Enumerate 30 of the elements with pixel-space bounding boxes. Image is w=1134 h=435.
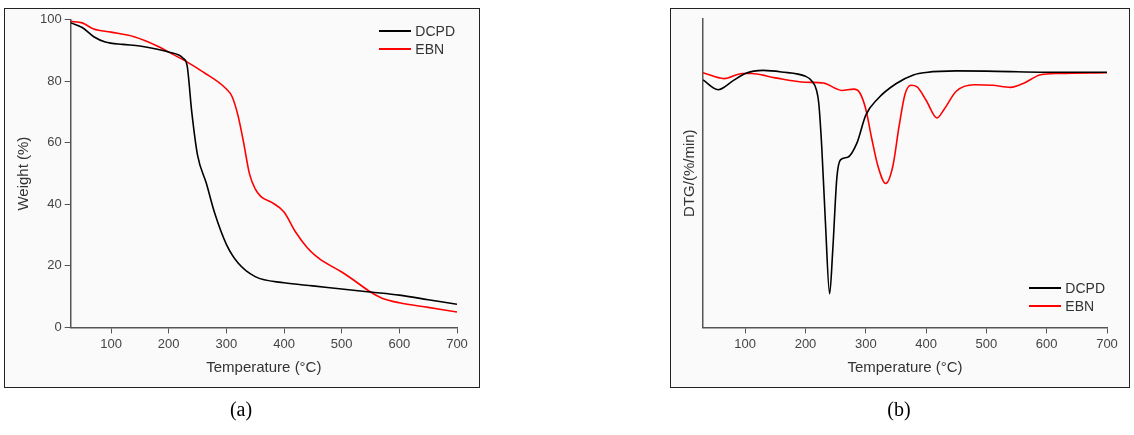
x-tick-label: 200 [157,335,180,351]
x-tick-label: 700 [446,335,468,351]
x-tick-label: 400 [915,335,937,351]
legend-label: DCPD [1065,279,1105,298]
y-tick-label: 20 [47,257,62,273]
y-axis-title: Weight (%) [14,136,32,211]
y-tick-label: 60 [47,134,62,150]
x-tick-label: 300 [854,335,877,351]
x-tick-label: 700 [1096,335,1118,351]
legend-label: EBN [1065,297,1095,316]
legend-label: DCPD [415,21,455,40]
x-tick-label: 600 [1035,335,1058,351]
text: (a) [228,398,254,421]
x-tick-label: 400 [273,335,295,351]
x-axis-title: Temperature (°C) [206,358,322,376]
x-axis-title: Temperature (°C) [847,358,963,376]
x-tick-label: 500 [975,335,998,351]
y-axis-title: DTG/(%/min) [680,129,698,217]
y-tick-label: 0 [54,318,62,334]
x-tick-label: 600 [388,335,411,351]
x-tick-label: 300 [215,335,238,351]
legend-label: EBN [415,39,445,58]
x-tick-label: 500 [330,335,353,351]
x-tick-label: 100 [100,335,122,351]
x-tick-label: 100 [734,335,757,351]
y-tick-label: 100 [39,11,62,27]
x-tick-label: 200 [794,335,817,351]
y-tick-label: 80 [47,72,62,88]
text: (b) [886,398,912,421]
y-tick-label: 40 [47,195,62,211]
